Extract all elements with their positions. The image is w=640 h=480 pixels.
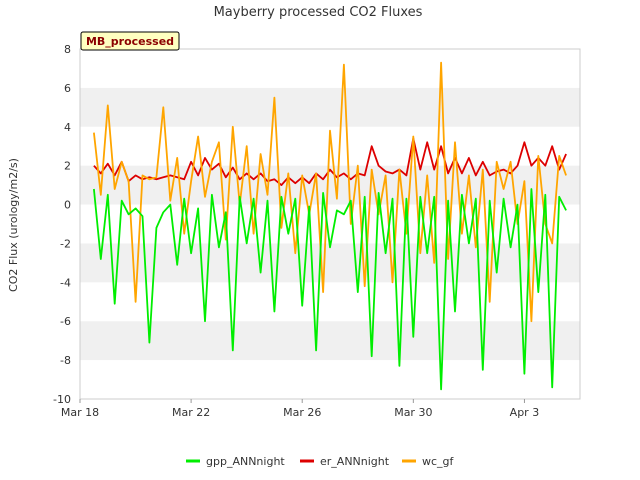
- grid-band: [80, 321, 580, 361]
- legend-label: er_ANNnight: [320, 455, 390, 468]
- y-tick-label: -10: [53, 393, 71, 406]
- x-tick-label: Mar 26: [283, 406, 321, 419]
- y-axis-label: CO2 Flux (urology/m2/s): [7, 158, 20, 292]
- y-tick-label: 4: [64, 121, 71, 134]
- y-tick-label: -2: [60, 237, 71, 250]
- x-tick-label: Apr 3: [510, 406, 540, 419]
- x-tick-label: Mar 22: [172, 406, 210, 419]
- y-axis-ticks: 8 6 4 2 0 -2 -4 -6 -8 -10: [53, 43, 71, 406]
- site-badge: MB_processed: [80, 31, 180, 51]
- legend: gpp_ANNnight er_ANNnight wc_gf: [186, 455, 455, 468]
- legend-item-er_ANNnight: er_ANNnight: [300, 455, 390, 468]
- y-tick-label: -4: [60, 276, 71, 289]
- x-tick-label: Mar 18: [61, 406, 99, 419]
- y-tick-label: 6: [64, 82, 71, 95]
- series-lines: [93, 61, 567, 391]
- legend-item-gpp_ANNnight: gpp_ANNnight: [186, 455, 285, 468]
- site-badge-label: MB_processed: [86, 35, 174, 48]
- grid-bands: [80, 49, 580, 399]
- y-tick-label: 8: [64, 43, 71, 56]
- site-badge-box: [80, 31, 180, 51]
- grid-band: [80, 243, 580, 283]
- series-line-gpp_ANNnight: [93, 188, 567, 391]
- series-line-er_ANNnight: [93, 137, 567, 187]
- legend-label: gpp_ANNnight: [206, 455, 285, 468]
- y-tick-label: -6: [60, 315, 71, 328]
- y-tick-label: 0: [64, 199, 71, 212]
- y-tick-label: -8: [60, 354, 71, 367]
- grid-band: [80, 87, 580, 127]
- x-axis-ticks: Mar 18 Mar 22 Mar 26 Mar 30 Apr 3: [61, 399, 539, 419]
- legend-item-wc_gf: wc_gf: [402, 455, 455, 468]
- x-tick-label: Mar 30: [394, 406, 432, 419]
- y-tick-label: 2: [64, 160, 71, 173]
- chart-title: Mayberry processed CO2 Fluxes: [214, 5, 423, 20]
- plot-frame: [79, 48, 581, 400]
- legend-label: wc_gf: [422, 455, 455, 468]
